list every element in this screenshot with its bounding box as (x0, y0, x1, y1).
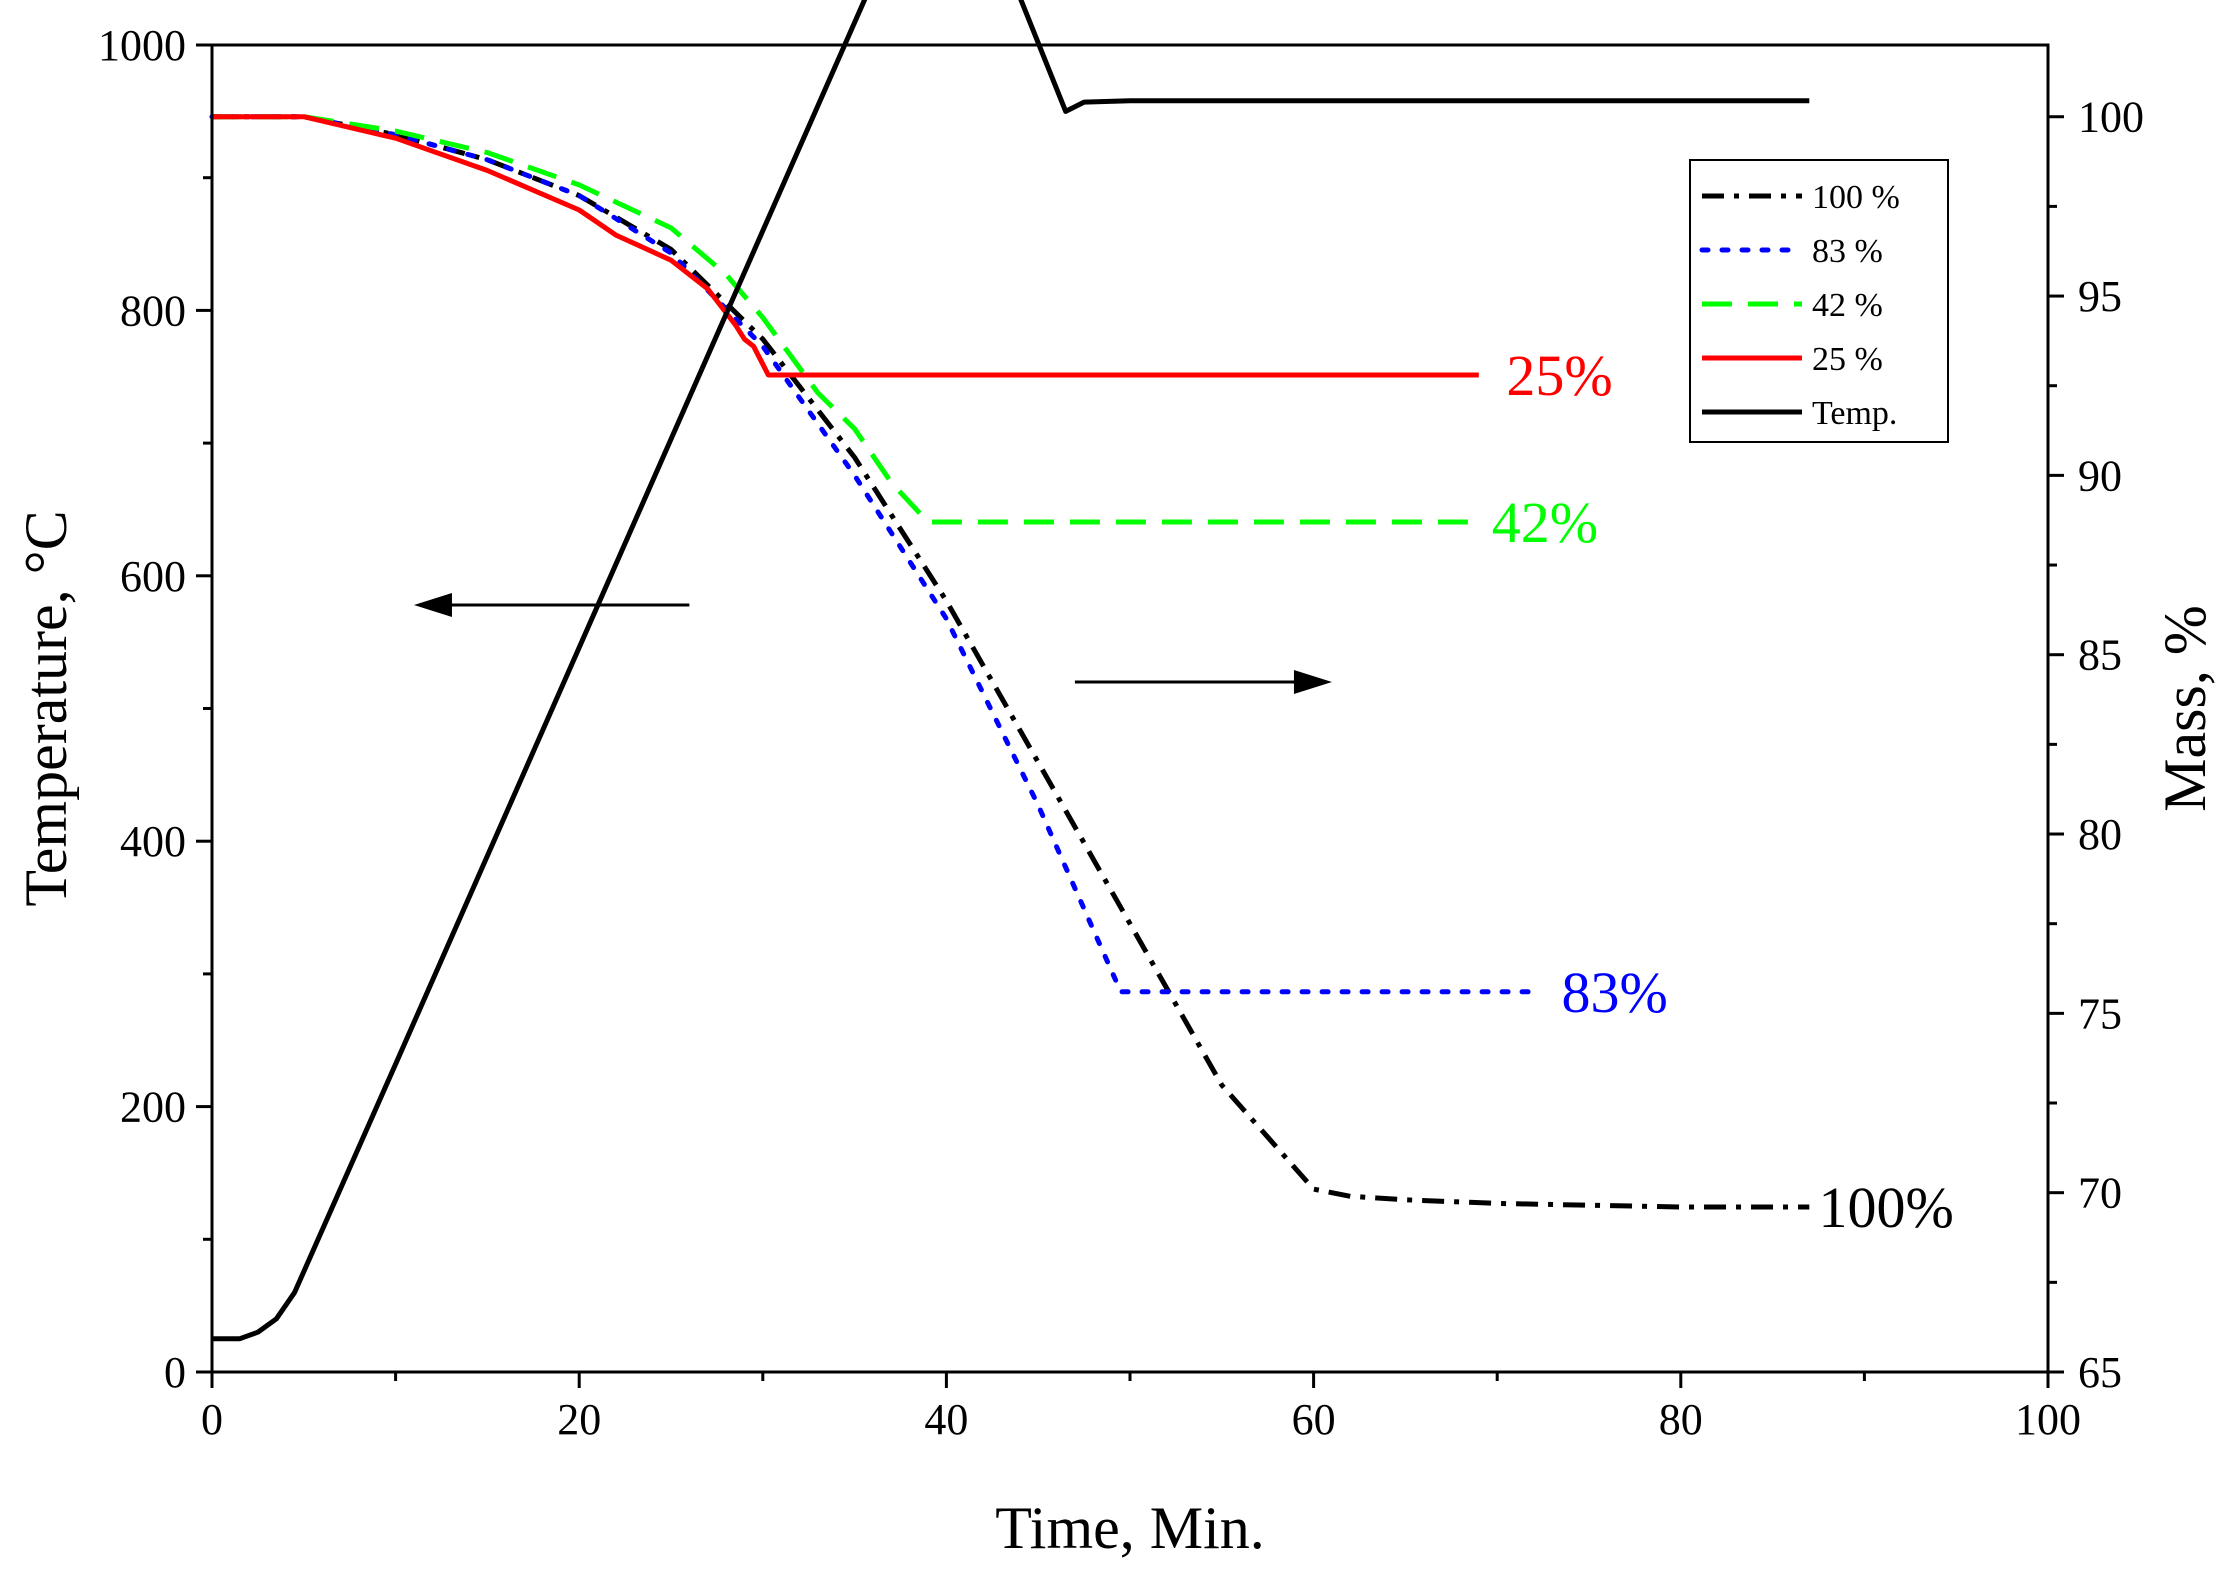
legend-label: 100 % (1812, 179, 1900, 216)
y-left-tick-label: 800 (120, 286, 186, 335)
arrow-right-icon (1074, 669, 1332, 694)
x-tick-label: 40 (924, 1395, 968, 1444)
x-tick-label: 20 (557, 1395, 601, 1444)
legend-label: Temp. (1812, 395, 1897, 432)
legend-entry: 83 % (1699, 233, 1883, 270)
y-right-tick-label: 75 (2078, 989, 2122, 1038)
y-left-axis-title: Temperature, °C (13, 510, 79, 906)
y-right-tick-label: 90 (2078, 451, 2122, 500)
legend-entry: 25 % (1702, 341, 1883, 378)
arrow-left-icon (413, 592, 690, 617)
y-right-tick-label: 70 (2078, 1169, 2122, 1218)
legend-entry: 42 % (1702, 287, 1883, 324)
y-left-tick-label: 200 (120, 1083, 186, 1132)
legend-label: 83 % (1812, 233, 1883, 270)
series-line-temp (212, 0, 1810, 1342)
y-right-tick-label: 95 (2078, 272, 2122, 321)
y-left-tick-label: 400 (120, 817, 186, 866)
annotation-label: 25% (1506, 343, 1612, 408)
legend-label: 42 % (1812, 287, 1883, 324)
y-right-tick-label: 100 (2078, 93, 2144, 142)
annotation-label: 100% (1819, 1175, 1954, 1240)
series-line-42 (212, 114, 1479, 525)
arrow-head (413, 592, 452, 617)
y-right-tick-label: 80 (2078, 810, 2122, 859)
annotation-label: 83% (1561, 960, 1667, 1025)
arrow-head (1293, 669, 1332, 694)
x-tick-label: 0 (201, 1395, 223, 1444)
legend-box (1689, 159, 1949, 443)
series-line-83 (209, 114, 1537, 995)
y-right-tick-label: 65 (2078, 1348, 2122, 1397)
x-tick-label: 80 (1659, 1395, 1703, 1444)
legend-entry: Temp. (1702, 395, 1897, 432)
legend-label: 25 % (1812, 341, 1883, 378)
annotation-label: 42% (1492, 490, 1598, 555)
axis-titles: Time, Min. Temperature, °C Mass, % (13, 510, 2218, 1561)
axes-layer: 0 20 40 60 80 1000200400600800100065707580859… (98, 21, 2144, 1444)
y-right-axis-title: Mass, % (2152, 605, 2218, 812)
series-layer (209, 0, 1810, 1342)
series-line-100 (212, 114, 1810, 1210)
legend: 100 % 83 % 42 % 25 % Temp. (1689, 159, 1949, 443)
y-right-tick-label: 85 (2078, 631, 2122, 680)
x-tick-label: 100 (2015, 1395, 2081, 1444)
y-left-tick-label: 1000 (98, 21, 186, 70)
y-left-tick-label: 600 (120, 552, 186, 601)
series-line-25 (212, 114, 1479, 378)
x-axis-title: Time, Min. (995, 1495, 1265, 1561)
legend-entry: 100 % (1702, 179, 1900, 216)
annotation-layer: 25% 42% 83% 100% (413, 343, 1954, 1240)
y-left-tick-label: 0 (164, 1348, 186, 1397)
x-tick-label: 60 (1292, 1395, 1336, 1444)
